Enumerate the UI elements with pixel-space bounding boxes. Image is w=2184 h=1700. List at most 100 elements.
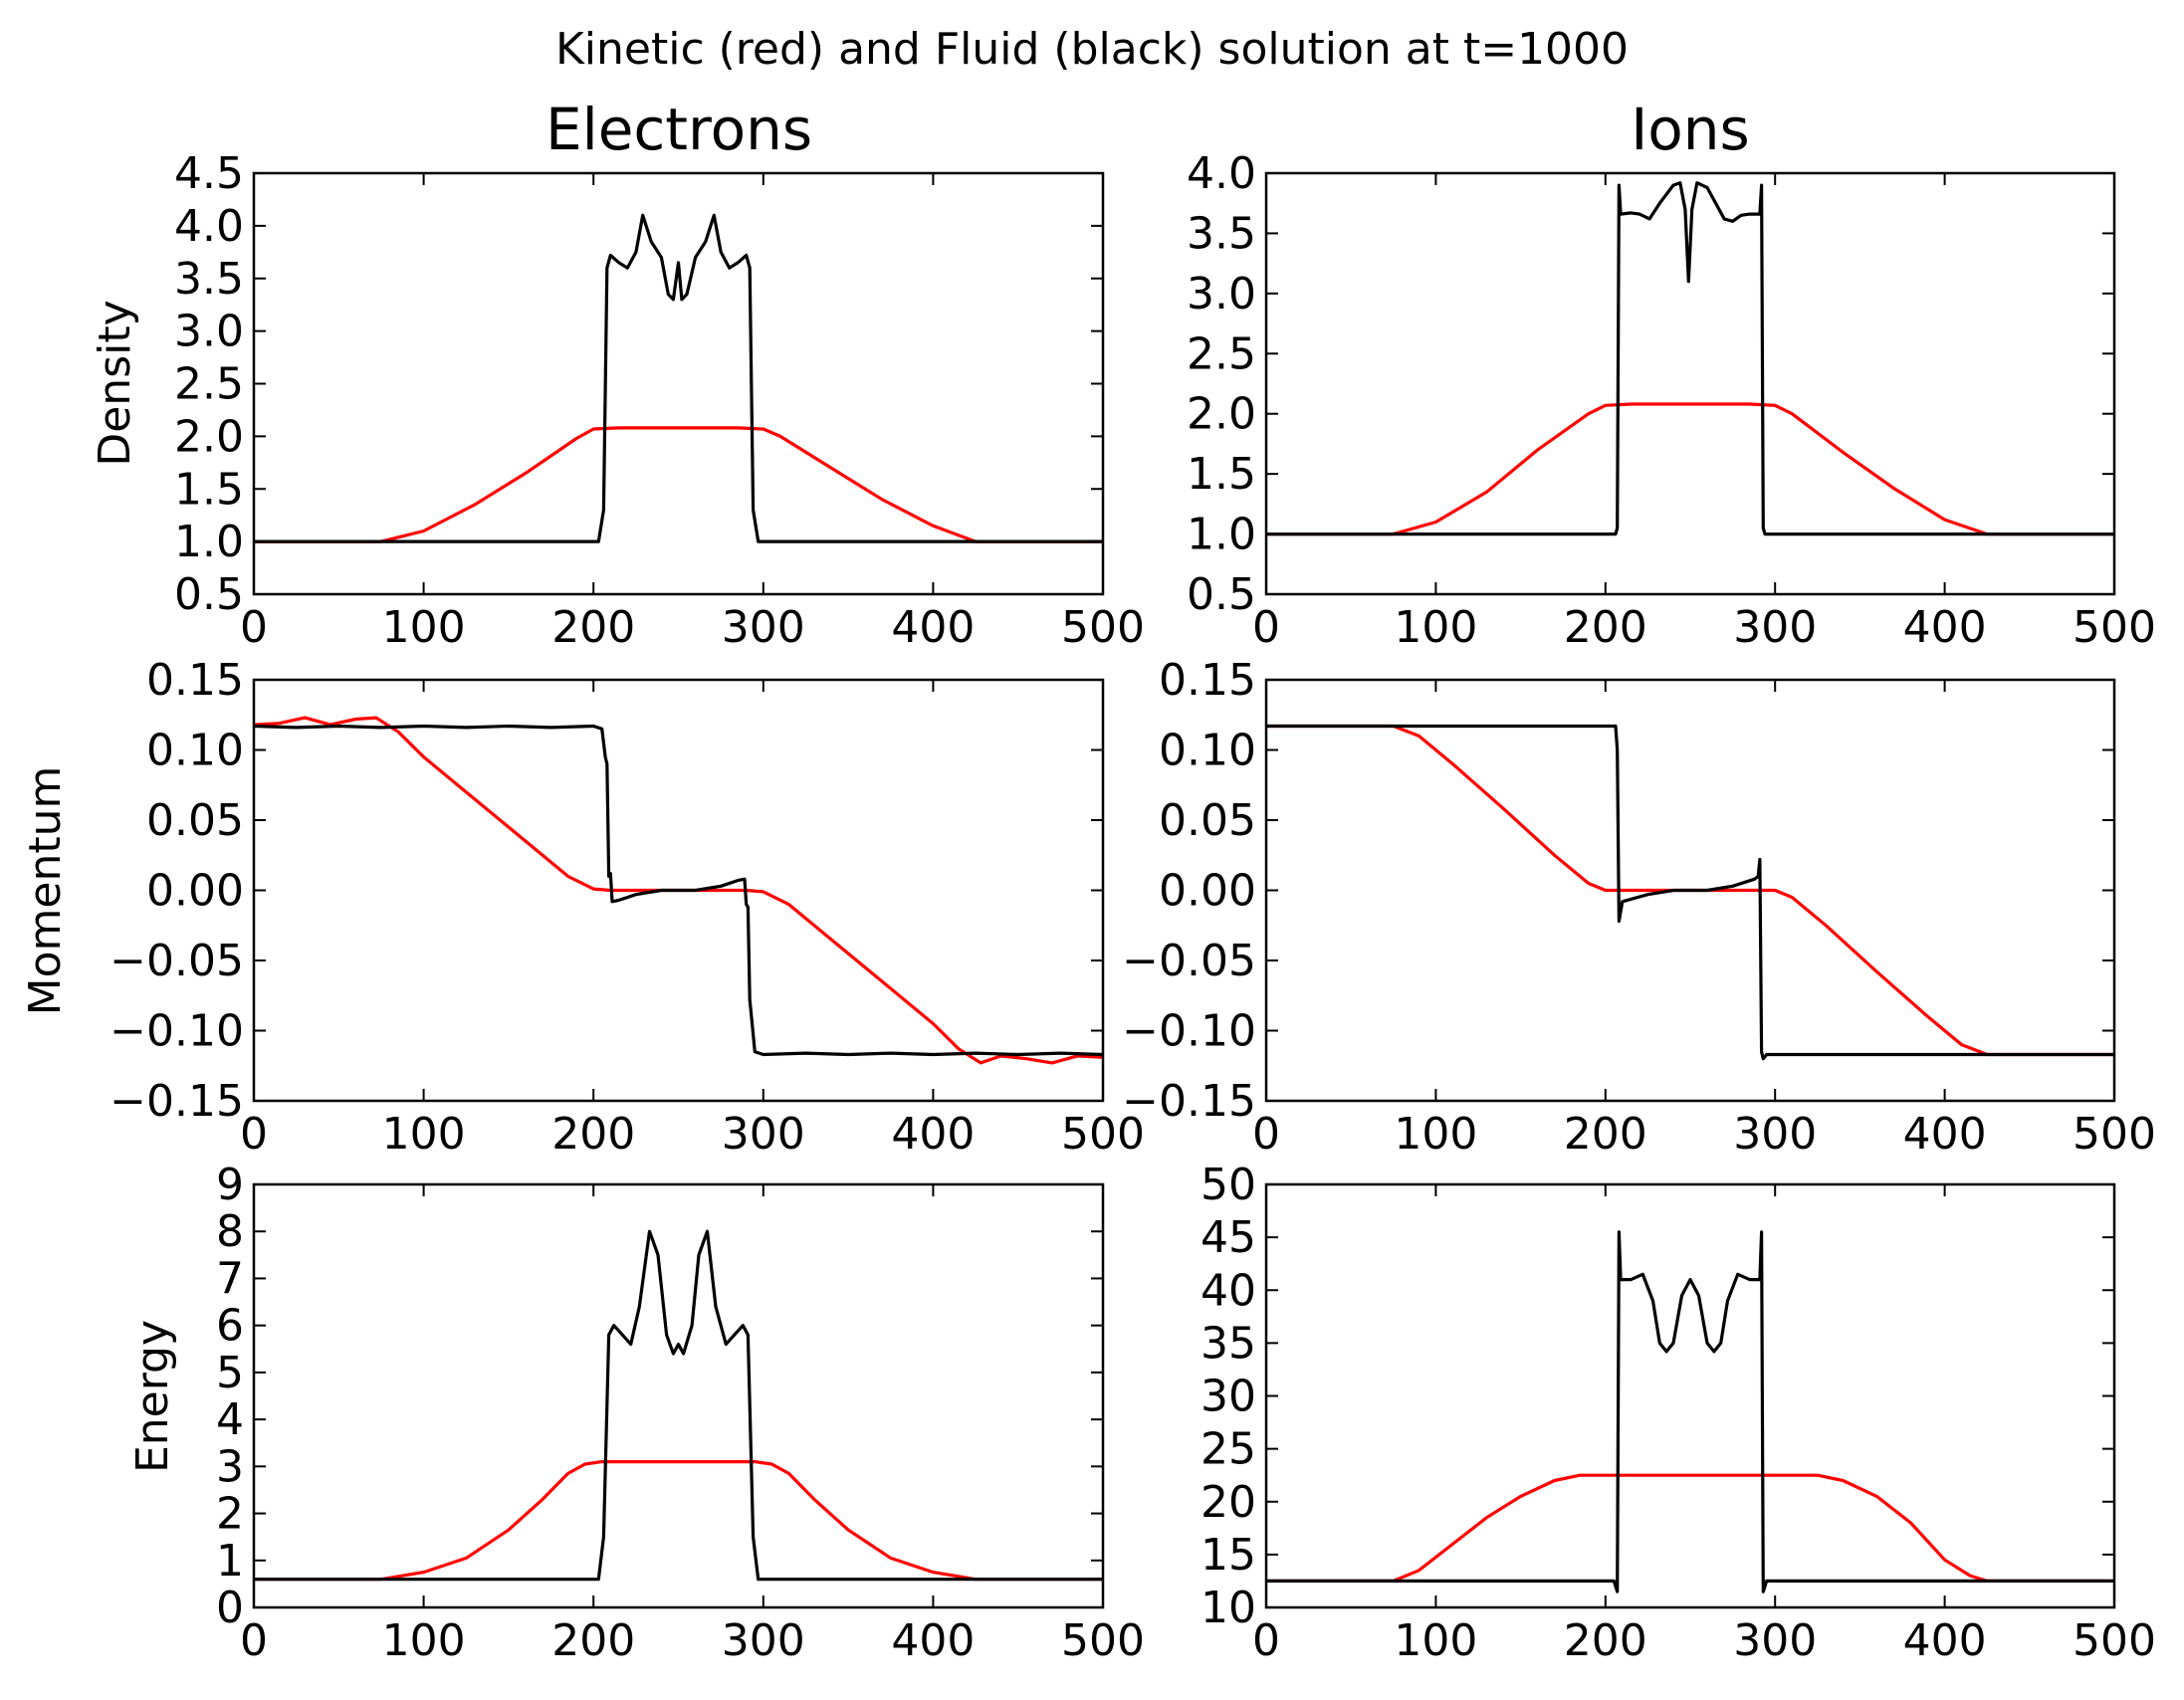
- x-tick-label: 500: [2073, 602, 2156, 653]
- x-tick-label: 500: [2073, 1109, 2156, 1160]
- y-axis-label-electrons-momentum: Momentum: [20, 766, 71, 1016]
- x-tick-label: 100: [1394, 1615, 1477, 1666]
- y-tick-label: 9: [216, 1160, 244, 1210]
- column-title-electrons: Electrons: [546, 96, 812, 163]
- x-tick-label: 0: [1252, 602, 1280, 653]
- x-tick-label: 300: [1733, 602, 1817, 653]
- y-tick-label: 1.0: [174, 517, 244, 567]
- y-axis-label-electrons-density: Density: [90, 300, 140, 466]
- plot-frame-electrons-energy: [252, 1182, 1105, 1609]
- y-tick-label: −0.10: [109, 1006, 244, 1057]
- y-axis-label-electrons-energy: Energy: [127, 1320, 178, 1473]
- y-tick-label: 50: [1201, 1160, 1256, 1210]
- x-tick-label: 400: [891, 602, 975, 653]
- y-tick-label: 0.5: [174, 569, 244, 620]
- y-tick-label: 15: [1201, 1530, 1256, 1581]
- x-tick-label: 200: [551, 1615, 635, 1666]
- y-tick-label: 7: [216, 1253, 244, 1304]
- fluid-line-ions-momentum: [1266, 724, 2114, 1061]
- y-tick-label: 0.05: [146, 795, 244, 846]
- fluid-line-ions-energy: [1266, 1230, 2114, 1594]
- x-tick-label: 300: [1733, 1109, 1817, 1160]
- y-tick-label: 8: [216, 1206, 244, 1257]
- panel-grid: 0 100 200 300 400 5000.51.01.52.02.53.03.54.0…: [20, 148, 2156, 1666]
- x-tick-label: 0: [240, 602, 268, 653]
- x-tick-label: 100: [1394, 602, 1477, 653]
- x-tick-label: 300: [722, 1615, 805, 1666]
- y-tick-label: 4.0: [174, 201, 244, 252]
- y-tick-label: 3.0: [174, 307, 244, 357]
- y-tick-label: 4: [216, 1394, 244, 1445]
- y-tick-label: −0.05: [1122, 936, 1256, 986]
- x-tick-label: 400: [1903, 602, 1987, 653]
- y-tick-label: −0.15: [1122, 1076, 1256, 1127]
- fluid-line-electrons-momentum: [253, 724, 1104, 1057]
- y-tick-label: −0.05: [109, 936, 244, 986]
- y-tick-label: 0.00: [1159, 866, 1256, 917]
- plot-frame-electrons-density: [252, 171, 1105, 596]
- y-tick-label: 0: [216, 1583, 244, 1633]
- column-title-ions: Ions: [1631, 96, 1750, 163]
- x-tick-label: 500: [1061, 1109, 1145, 1160]
- fluid-line-ions-density: [1266, 181, 2114, 536]
- x-tick-label: 300: [722, 602, 805, 653]
- x-tick-label: 500: [2073, 1615, 2156, 1666]
- y-tick-label: 6: [216, 1301, 244, 1352]
- x-tick-label: 500: [1061, 602, 1145, 653]
- y-tick-label: 3: [216, 1441, 244, 1492]
- y-tick-label: 0.15: [146, 655, 244, 706]
- y-tick-label: 2.0: [174, 411, 244, 462]
- panel-ions-density: 0 100 200 300 400 500 0.5 1.0 1.5 2.0 2.5 3.0 3.5 4.0: [1187, 148, 2156, 653]
- x-tick-label: 100: [382, 1109, 466, 1160]
- x-tick-label: 0: [1252, 1615, 1280, 1666]
- x-tick-label: 300: [1733, 1615, 1817, 1666]
- x-tick-label: 100: [382, 602, 466, 653]
- plot-frame-ions-energy: [1264, 1182, 2116, 1609]
- x-tick-label: 400: [891, 1615, 975, 1666]
- x-tick-label: 200: [1564, 1615, 1647, 1666]
- panel-electrons-density: 0 100 200 300 400 500 0.51.01.52.02.53.03.54.0…: [90, 148, 1145, 653]
- kinetic-line-electrons-density: [254, 426, 1103, 543]
- panel-electrons-momentum: 0 100 200 300 400 500 −0.15 −0.10 −0.05 0.00 0.05 0…: [20, 655, 1145, 1160]
- y-tick-label: 3.0: [1187, 269, 1256, 319]
- y-tick-label: 2.0: [1187, 389, 1256, 440]
- y-tick-label: 0.00: [146, 866, 244, 917]
- y-tick-label: 2.5: [1187, 328, 1256, 379]
- y-tick-label: 0.15: [1159, 655, 1256, 706]
- x-tick-label: 0: [240, 1615, 268, 1666]
- x-tick-label: 500: [1061, 1615, 1145, 1666]
- y-tick-label: 3.5: [1187, 208, 1256, 259]
- x-tick-label: 300: [722, 1109, 805, 1160]
- fluid-line-electrons-energy: [254, 1229, 1103, 1582]
- y-tick-label: 35: [1201, 1318, 1256, 1369]
- y-tick-label: 0.10: [146, 726, 244, 776]
- x-tick-label: 0: [240, 1109, 268, 1160]
- x-tick-label: 200: [551, 1109, 635, 1160]
- kinetic-line-ions-density: [1266, 402, 2114, 536]
- x-tick-label: 400: [1903, 1615, 1987, 1666]
- x-tick-label: 200: [1564, 1109, 1647, 1160]
- x-tick-label: 0: [1252, 1109, 1280, 1160]
- y-tick-label: 0.10: [1159, 726, 1256, 776]
- y-tick-label: 2.5: [174, 359, 244, 410]
- fluid-line-electrons-density: [254, 213, 1103, 543]
- x-tick-label: 200: [1564, 602, 1647, 653]
- y-tick-label: 5: [216, 1348, 244, 1398]
- y-tick-label: 45: [1201, 1212, 1256, 1263]
- x-tick-label: 400: [891, 1109, 975, 1160]
- x-tick-label: 200: [551, 602, 635, 653]
- plot-frame-ions-density: [1264, 171, 2116, 596]
- y-tick-label: 1.5: [174, 464, 244, 515]
- y-tick-label: 0.5: [1187, 569, 1256, 620]
- x-tick-label: 400: [1903, 1109, 1987, 1160]
- y-tick-label: 4.5: [174, 148, 244, 199]
- y-tick-label: 30: [1201, 1372, 1256, 1422]
- y-tick-label: −0.10: [1122, 1006, 1256, 1057]
- y-tick-label: 25: [1201, 1424, 1256, 1475]
- x-tick-label: 100: [382, 1615, 466, 1666]
- y-tick-label: 40: [1201, 1265, 1256, 1316]
- y-tick-label: 1.5: [1187, 449, 1256, 500]
